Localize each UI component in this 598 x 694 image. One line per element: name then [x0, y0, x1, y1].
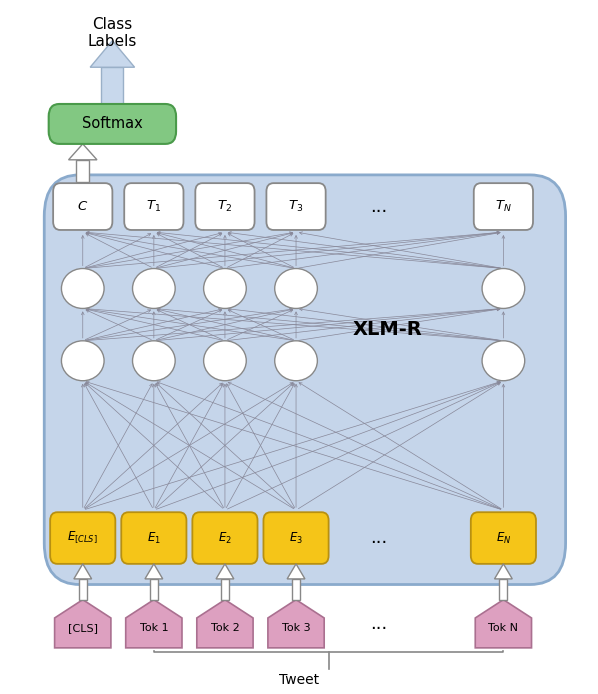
FancyBboxPatch shape [121, 512, 187, 564]
FancyBboxPatch shape [124, 183, 184, 230]
Ellipse shape [203, 269, 246, 308]
FancyBboxPatch shape [48, 104, 176, 144]
Polygon shape [101, 67, 124, 104]
Polygon shape [197, 600, 253, 648]
Polygon shape [69, 144, 97, 160]
Text: ...: ... [370, 198, 388, 216]
Text: Tok N: Tok N [489, 623, 518, 633]
FancyBboxPatch shape [474, 183, 533, 230]
Text: $E_{1}$: $E_{1}$ [147, 530, 161, 545]
Text: $E_{[CLS]}$: $E_{[CLS]}$ [68, 530, 98, 546]
Polygon shape [495, 564, 512, 579]
Ellipse shape [133, 341, 175, 381]
Polygon shape [475, 600, 532, 648]
Text: $T_{1}$: $T_{1}$ [147, 199, 161, 214]
FancyBboxPatch shape [267, 183, 326, 230]
FancyBboxPatch shape [264, 512, 329, 564]
Polygon shape [79, 579, 87, 600]
Text: $T_{N}$: $T_{N}$ [495, 199, 512, 214]
Polygon shape [77, 160, 89, 182]
Text: Tok 1: Tok 1 [139, 623, 168, 633]
Ellipse shape [62, 341, 104, 381]
Ellipse shape [482, 269, 524, 308]
Text: ...: ... [370, 529, 388, 547]
Text: $C$: $C$ [77, 200, 89, 213]
Polygon shape [145, 564, 163, 579]
Polygon shape [150, 579, 158, 600]
Ellipse shape [482, 341, 524, 381]
Polygon shape [287, 564, 305, 579]
Ellipse shape [133, 269, 175, 308]
Text: [CLS]: [CLS] [68, 623, 97, 633]
Polygon shape [54, 600, 111, 648]
Text: $T_{2}$: $T_{2}$ [218, 199, 233, 214]
Polygon shape [90, 41, 135, 67]
Polygon shape [268, 600, 324, 648]
Polygon shape [221, 579, 229, 600]
FancyBboxPatch shape [50, 512, 115, 564]
Polygon shape [499, 579, 507, 600]
Polygon shape [292, 579, 300, 600]
Polygon shape [74, 564, 91, 579]
Text: Tok 3: Tok 3 [282, 623, 310, 633]
Text: Tok 2: Tok 2 [210, 623, 239, 633]
Polygon shape [126, 600, 182, 648]
Text: Softmax: Softmax [82, 117, 143, 131]
FancyBboxPatch shape [44, 175, 566, 584]
Text: Tweet: Tweet [279, 672, 319, 686]
Ellipse shape [274, 269, 318, 308]
Text: $T_{3}$: $T_{3}$ [288, 199, 304, 214]
FancyBboxPatch shape [193, 512, 258, 564]
Polygon shape [216, 564, 234, 579]
FancyBboxPatch shape [196, 183, 255, 230]
FancyBboxPatch shape [471, 512, 536, 564]
Text: $E_{N}$: $E_{N}$ [496, 530, 511, 545]
Text: $E_{3}$: $E_{3}$ [289, 530, 303, 545]
Text: $E_{2}$: $E_{2}$ [218, 530, 232, 545]
Ellipse shape [203, 341, 246, 381]
Ellipse shape [274, 341, 318, 381]
Text: Class
Labels: Class Labels [88, 17, 137, 49]
Ellipse shape [62, 269, 104, 308]
FancyBboxPatch shape [53, 183, 112, 230]
Text: XLM-R: XLM-R [353, 321, 423, 339]
Text: ...: ... [370, 615, 388, 633]
